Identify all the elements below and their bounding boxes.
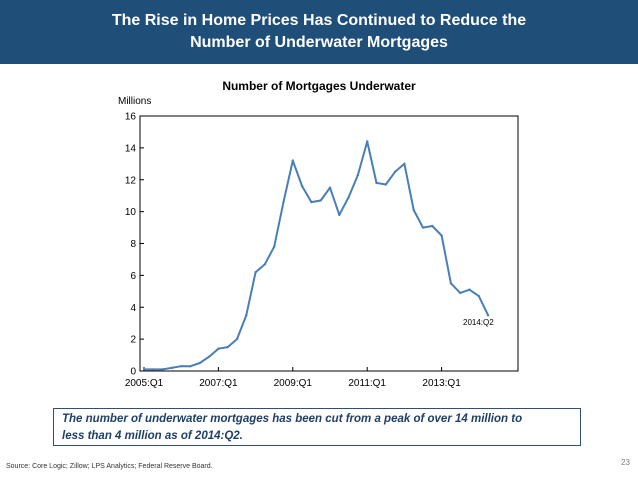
- data-point: [217, 347, 220, 350]
- data-point: [254, 270, 257, 274]
- data-point: [207, 355, 211, 358]
- data-point: [310, 200, 313, 204]
- data-point: [170, 366, 174, 370]
- data-point: [449, 282, 453, 285]
- y-tick-label: 14: [125, 143, 137, 154]
- x-tick-label: 2011:Q1: [348, 378, 386, 389]
- data-point: [356, 173, 360, 177]
- data-point: [273, 245, 276, 248]
- data-point: [263, 263, 267, 266]
- callout-line-2: less than 4 million as of 2014:Q2.: [62, 430, 243, 442]
- data-point: [412, 208, 415, 212]
- data-point: [198, 361, 201, 365]
- x-axis: 2005:Q1 2007:Q1 2009:Q1 2011:Q1 2013:Q1: [125, 367, 461, 389]
- data-point: [300, 184, 304, 188]
- data-point: [459, 291, 462, 295]
- callout-line-1: The number of underwater mortgages has b…: [62, 413, 523, 425]
- data-point: [347, 196, 350, 199]
- data-point: [161, 368, 164, 371]
- data-point: [319, 199, 322, 202]
- data-point: [477, 294, 480, 298]
- data-point: [440, 234, 443, 237]
- x-tick-label: 2009:Q1: [274, 378, 313, 389]
- x-tick-label: 2013:Q1: [422, 378, 461, 389]
- data-point: [431, 224, 434, 228]
- line-chart: Number of Mortgages Underwater Millions …: [118, 79, 519, 389]
- data-point: [403, 162, 406, 166]
- summary-callout: The number of underwater mortgages has b…: [53, 408, 581, 446]
- y-tick-label: 12: [125, 175, 137, 186]
- data-point: [235, 337, 239, 341]
- data-point: [245, 314, 248, 317]
- y-axis-label: Millions: [118, 96, 151, 107]
- data-point: [180, 365, 183, 368]
- data-point: [366, 140, 369, 143]
- page-title-line-2: Number of Underwater Mortgages: [190, 34, 448, 51]
- data-point: [142, 368, 146, 371]
- data-point: [486, 314, 490, 317]
- x-tick-label: 2005:Q1: [125, 378, 164, 389]
- data-point: [468, 288, 471, 291]
- source-note: Source: Core Logic; Zillow; LPS Analytic…: [6, 463, 213, 470]
- data-point: [393, 170, 397, 173]
- page-number: 23: [621, 458, 630, 467]
- title-banner: The Rise in Home Prices Has Continued to…: [0, 0, 638, 64]
- plot-frame: [139, 115, 519, 372]
- y-tick-label: 8: [130, 239, 136, 250]
- x-tick-label: 2007:Q1: [199, 378, 238, 389]
- chart-title: Number of Mortgages Underwater: [222, 79, 416, 93]
- y-tick-label: 2: [130, 335, 136, 346]
- y-tick-label: 16: [125, 112, 137, 123]
- page-title-line-1: The Rise in Home Prices Has Continued to…: [111, 12, 527, 29]
- data-point: [226, 345, 229, 349]
- y-tick-label: 4: [130, 303, 136, 314]
- data-point: [189, 365, 192, 368]
- y-tick-label: 0: [130, 367, 136, 378]
- series-line-mortgages-underwater: [144, 140, 489, 371]
- data-point: [384, 183, 387, 186]
- y-tick-label: 6: [130, 271, 136, 282]
- data-point: [375, 181, 378, 185]
- y-axis: 0 2 4 6 8 10 12 14 16: [125, 112, 144, 378]
- data-point: [328, 186, 332, 189]
- end-annotation: 2014:Q2: [463, 318, 494, 327]
- data-point: [421, 226, 425, 229]
- y-tick-label: 10: [125, 207, 137, 218]
- data-point: [282, 200, 285, 204]
- data-point: [291, 159, 294, 162]
- data-point: [152, 368, 155, 371]
- series-points: [142, 140, 490, 371]
- data-point: [338, 213, 341, 217]
